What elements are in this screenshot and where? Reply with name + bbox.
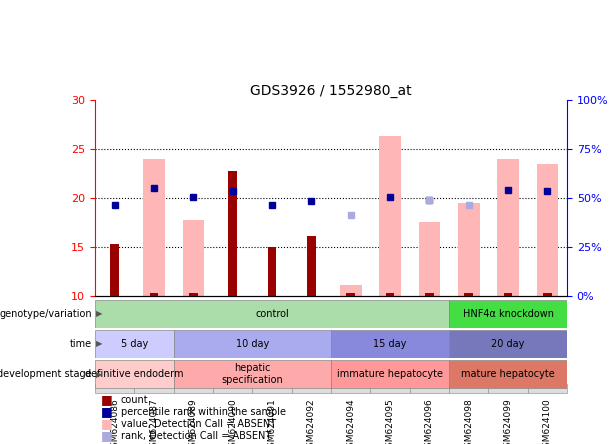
FancyBboxPatch shape (331, 384, 370, 393)
Bar (189, 293, 197, 296)
Text: development stage: development stage (0, 369, 92, 379)
Text: ▶: ▶ (96, 339, 103, 349)
Text: ■: ■ (101, 393, 113, 406)
Bar (386, 293, 394, 296)
Text: ■: ■ (101, 405, 113, 418)
Bar (340, 285, 362, 296)
FancyBboxPatch shape (528, 384, 567, 393)
FancyBboxPatch shape (213, 384, 253, 393)
Text: GSM624086: GSM624086 (110, 398, 119, 444)
Text: immature hepatocyte: immature hepatocyte (337, 369, 443, 379)
FancyBboxPatch shape (253, 384, 292, 393)
FancyBboxPatch shape (173, 360, 331, 388)
Text: GSM624096: GSM624096 (425, 398, 434, 444)
Text: count: count (121, 395, 148, 404)
FancyBboxPatch shape (370, 384, 409, 393)
Bar (465, 293, 473, 296)
Text: 15 day: 15 day (373, 339, 406, 349)
FancyBboxPatch shape (173, 330, 331, 358)
Bar (229, 170, 237, 296)
FancyBboxPatch shape (489, 384, 528, 393)
FancyBboxPatch shape (449, 384, 489, 393)
Bar (379, 136, 401, 296)
Text: 5 day: 5 day (121, 339, 148, 349)
Text: ■: ■ (101, 417, 113, 430)
Bar (419, 222, 440, 296)
Text: ▶: ▶ (96, 309, 103, 318)
FancyBboxPatch shape (331, 360, 449, 388)
FancyBboxPatch shape (449, 300, 567, 328)
FancyBboxPatch shape (449, 360, 567, 388)
Text: ▶: ▶ (96, 369, 103, 379)
Text: GSM624087: GSM624087 (150, 398, 159, 444)
Bar (346, 293, 355, 296)
Text: GSM624089: GSM624089 (189, 398, 198, 444)
Text: hepatic
specification: hepatic specification (221, 363, 283, 385)
FancyBboxPatch shape (449, 330, 567, 358)
FancyBboxPatch shape (134, 384, 173, 393)
Text: GSM624099: GSM624099 (503, 398, 512, 444)
FancyBboxPatch shape (95, 300, 449, 328)
Text: GSM624095: GSM624095 (386, 398, 395, 444)
FancyBboxPatch shape (173, 384, 213, 393)
Text: GSM624098: GSM624098 (464, 398, 473, 444)
Text: 10 day: 10 day (236, 339, 269, 349)
Bar (183, 219, 204, 296)
Text: GSM624091: GSM624091 (267, 398, 276, 444)
Text: GSM624094: GSM624094 (346, 398, 355, 444)
Bar (143, 159, 165, 296)
Text: GSM624090: GSM624090 (228, 398, 237, 444)
Bar (543, 293, 552, 296)
Bar (425, 293, 433, 296)
Text: rank, Detection Call = ABSENT: rank, Detection Call = ABSENT (121, 431, 271, 440)
FancyBboxPatch shape (331, 330, 449, 358)
Text: GSM624100: GSM624100 (543, 398, 552, 444)
FancyBboxPatch shape (409, 384, 449, 393)
Text: percentile rank within the sample: percentile rank within the sample (121, 407, 286, 416)
Bar (268, 247, 276, 296)
Bar (504, 293, 512, 296)
Text: ■: ■ (101, 429, 113, 442)
Text: definitive endoderm: definitive endoderm (85, 369, 184, 379)
Bar (150, 293, 158, 296)
Bar (536, 164, 558, 296)
Bar (110, 244, 119, 296)
Text: 20 day: 20 day (492, 339, 525, 349)
Text: value, Detection Call = ABSENT: value, Detection Call = ABSENT (121, 419, 276, 428)
FancyBboxPatch shape (95, 330, 173, 358)
Text: HNF4α knockdown: HNF4α knockdown (463, 309, 554, 319)
Text: mature hepatocyte: mature hepatocyte (461, 369, 555, 379)
Title: GDS3926 / 1552980_at: GDS3926 / 1552980_at (250, 84, 412, 98)
Text: GSM624092: GSM624092 (307, 398, 316, 444)
Bar (458, 203, 479, 296)
FancyBboxPatch shape (292, 384, 331, 393)
Bar (497, 159, 519, 296)
FancyBboxPatch shape (95, 384, 134, 393)
FancyBboxPatch shape (95, 360, 173, 388)
Text: control: control (255, 309, 289, 319)
Bar (307, 236, 316, 296)
Text: time: time (70, 339, 92, 349)
Text: genotype/variation: genotype/variation (0, 309, 92, 319)
